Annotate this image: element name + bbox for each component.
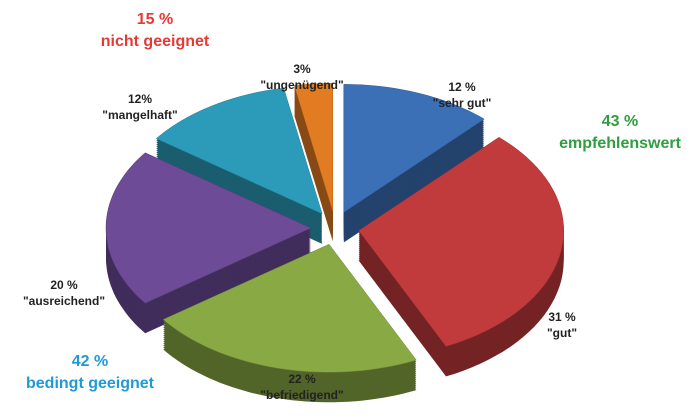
- group-label: nicht geeignet: [101, 33, 210, 50]
- group-label: bedingt geeignet: [26, 375, 155, 392]
- value-label: 12%: [128, 92, 152, 106]
- group-value: 42 %: [72, 353, 108, 370]
- value-label: 3%: [293, 62, 311, 76]
- slice: [343, 84, 485, 213]
- slice: [162, 243, 417, 373]
- category-label: "befriedigend": [260, 388, 343, 402]
- group-value: 15 %: [137, 11, 173, 28]
- category-label: "mangelhaft": [102, 108, 177, 122]
- value-label: 31 %: [548, 310, 576, 324]
- slice: [105, 152, 312, 304]
- category-label: "ungenügend": [260, 78, 343, 92]
- group-label: empfehlenswert: [559, 135, 681, 152]
- value-label: 22 %: [288, 372, 316, 386]
- category-label: "sehr gut": [433, 96, 492, 110]
- slice: [293, 83, 333, 212]
- slice: [155, 87, 323, 215]
- category-label: "ausreichend": [23, 294, 105, 308]
- value-label: 12 %: [448, 80, 476, 94]
- category-label: "gut": [547, 326, 577, 340]
- slice: [358, 137, 564, 347]
- group-value: 43 %: [602, 113, 638, 130]
- value-label: 20 %: [50, 278, 78, 292]
